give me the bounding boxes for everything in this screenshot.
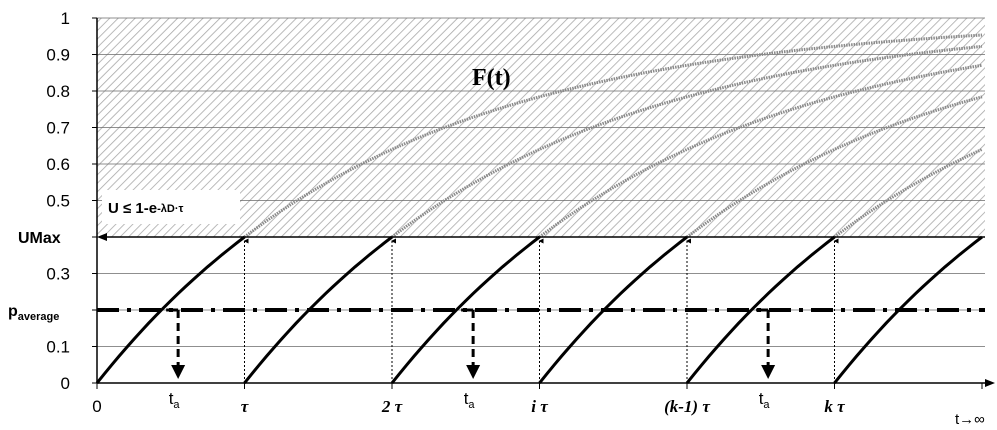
y-tick-label: 0.1 [46, 338, 70, 357]
y-tick-label: 0 [61, 374, 70, 393]
shaded-region-label: U ≤ 1-e-λD·τ [108, 200, 183, 217]
x-axis-end-label: t→∞ [955, 411, 985, 428]
sawtooth-curve [538, 235, 688, 384]
y-tick-label: 0.6 [46, 155, 70, 174]
ta-sub: a [763, 399, 770, 411]
sawtooth-curve [243, 235, 393, 384]
paverage-sub: average [18, 311, 60, 323]
ta-arrowhead [466, 365, 481, 379]
ta-main: t [464, 389, 469, 408]
formula-main: U ≤ 1-e [108, 200, 157, 217]
sawtooth-curve [833, 235, 983, 384]
sawtooth-curve [390, 235, 541, 384]
continuation-curve [391, 44, 983, 239]
x-tick-label: 0 [92, 397, 101, 416]
ta-main: t [169, 389, 174, 408]
y-tick-paverage: paverage [8, 303, 59, 323]
sawtooth-curve [95, 235, 246, 384]
ta-sub: a [173, 399, 180, 411]
ta-label: ta [169, 389, 181, 411]
sawtooth-curves [95, 235, 983, 384]
y-tick-label: 0.3 [46, 265, 70, 284]
ta-arrows [166, 308, 776, 379]
ta-sub: a [468, 399, 475, 411]
paverage-main: p [8, 303, 18, 320]
y-tick-label: 0.7 [46, 119, 70, 138]
ta-label: ta [759, 389, 771, 411]
y-tick-labels: 1 0.9 0.8 0.7 0.6 0.5 UMax 0.3 paverage 0.1 0 [8, 9, 70, 393]
axes [92, 17, 995, 389]
umax-line [97, 233, 985, 241]
y-tick-label: 0.8 [46, 82, 70, 101]
formula-box [102, 190, 240, 224]
y-tick-label: 0.9 [46, 46, 70, 65]
curve-continuations [243, 33, 983, 239]
y-tick-label: 0.5 [46, 192, 70, 211]
continuation-curve [833, 148, 983, 239]
x-tick-label: k τ [824, 397, 845, 416]
sawtooth-curve [685, 235, 836, 384]
formula-sup: -λD·τ [157, 203, 183, 215]
x-tick-label: τ [241, 397, 249, 416]
ta-arrowhead [761, 365, 776, 379]
x-tick-label: (k-1) τ [664, 397, 710, 416]
curve-label: F(t) [472, 65, 511, 91]
continuation-curve [538, 63, 983, 239]
ta-label: ta [464, 389, 476, 411]
umax-arrowhead [97, 233, 107, 241]
x-axis-arrowhead [985, 379, 995, 387]
ta-arrowhead [171, 365, 186, 379]
continuation-curve [243, 33, 983, 239]
ta-main: t [759, 389, 764, 408]
y-tick-umax: UMax [18, 230, 61, 247]
x-tick-label: 2 τ [381, 397, 403, 416]
x-tick-label: i τ [531, 397, 548, 416]
y-tick-label: 1 [61, 9, 70, 28]
